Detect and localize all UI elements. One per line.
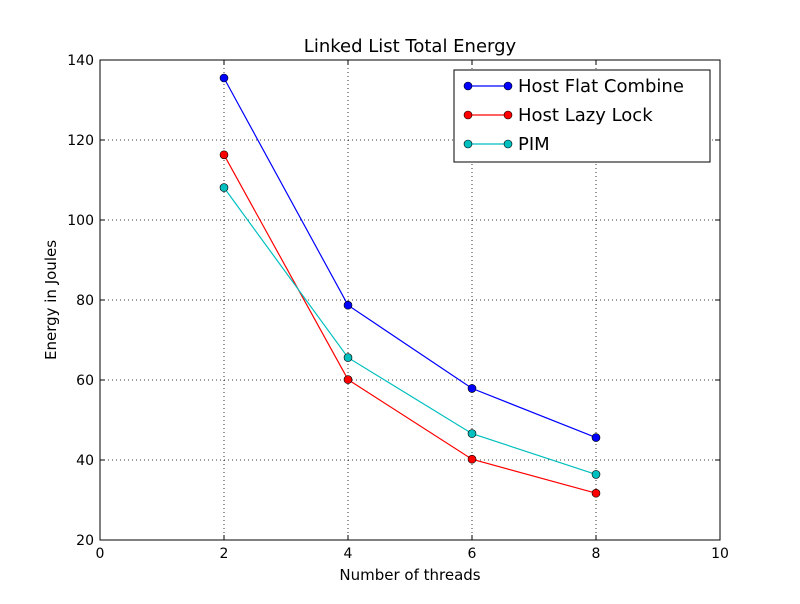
chart-title: Linked List Total Energy (304, 36, 517, 57)
data-point (219, 73, 229, 83)
x-tick-label: 10 (711, 546, 729, 562)
series-line-0 (223, 77, 597, 439)
x-tick-label: 6 (468, 546, 477, 562)
series-line-1 (223, 154, 597, 494)
y-tick-label: 40 (76, 453, 94, 469)
data-point (343, 353, 353, 362)
x-tick-label: 8 (592, 546, 601, 562)
legend-marker (463, 139, 473, 149)
legend-marker (463, 110, 473, 120)
data-point (219, 150, 229, 160)
x-axis-label: Number of threads (339, 566, 480, 584)
x-tick-label: 4 (344, 546, 353, 562)
y-tick-label: 80 (76, 293, 94, 309)
legend-box (453, 69, 711, 163)
data-point (591, 470, 601, 479)
legend: Host Flat Combine Host Lazy Lock PIM (453, 69, 711, 163)
data-point (591, 488, 601, 498)
y-tick-label: 100 (67, 213, 94, 229)
y-tick-label: 60 (76, 373, 94, 389)
legend-label: Host Lazy Lock (518, 105, 653, 126)
y-tick-label: 20 (76, 533, 94, 549)
legend-marker (503, 81, 513, 91)
data-point (343, 375, 353, 384)
data-point (343, 300, 353, 310)
x-tick-label: 2 (220, 546, 229, 562)
data-point (467, 384, 477, 393)
legend-label: Host Flat Combine (518, 76, 684, 97)
data-point (467, 454, 477, 464)
series-line-2 (223, 187, 597, 475)
y-tick-label: 140 (67, 53, 94, 69)
legend-marker (463, 81, 473, 91)
data-point (591, 433, 601, 442)
data-point (219, 183, 229, 192)
legend-marker (503, 139, 513, 149)
legend-label: PIM (518, 134, 550, 155)
data-point (467, 429, 477, 438)
y-tick-label: 120 (67, 133, 94, 149)
y-axis-label: Energy in Joules (42, 240, 60, 360)
x-tick-label: 0 (96, 546, 105, 562)
legend-marker (503, 110, 513, 120)
